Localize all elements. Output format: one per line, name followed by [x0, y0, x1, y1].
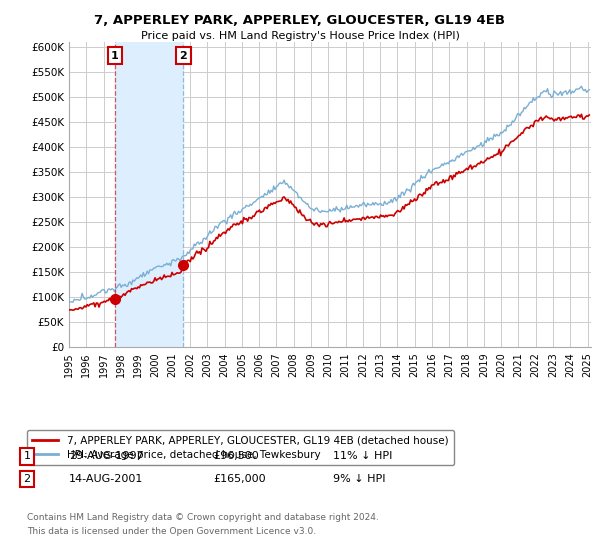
Text: 9% ↓ HPI: 9% ↓ HPI [333, 474, 386, 484]
Text: 14-AUG-2001: 14-AUG-2001 [69, 474, 143, 484]
Text: 1: 1 [23, 451, 31, 461]
Bar [115, 42, 184, 347]
Text: Contains HM Land Registry data © Crown copyright and database right 2024.: Contains HM Land Registry data © Crown c… [27, 514, 379, 522]
Text: 2: 2 [23, 474, 31, 484]
Text: £96,500: £96,500 [213, 451, 259, 461]
Text: 2: 2 [179, 51, 187, 60]
Text: 1: 1 [111, 51, 119, 60]
Text: Price paid vs. HM Land Registry's House Price Index (HPI): Price paid vs. HM Land Registry's House … [140, 31, 460, 41]
Text: 7, APPERLEY PARK, APPERLEY, GLOUCESTER, GL19 4EB: 7, APPERLEY PARK, APPERLEY, GLOUCESTER, … [95, 14, 505, 27]
Legend: 7, APPERLEY PARK, APPERLEY, GLOUCESTER, GL19 4EB (detached house), HPI: Average : 7, APPERLEY PARK, APPERLEY, GLOUCESTER, … [27, 430, 454, 465]
Text: 29-AUG-1997: 29-AUG-1997 [69, 451, 144, 461]
Text: This data is licensed under the Open Government Licence v3.0.: This data is licensed under the Open Gov… [27, 528, 316, 536]
Text: £165,000: £165,000 [213, 474, 266, 484]
Text: 11% ↓ HPI: 11% ↓ HPI [333, 451, 392, 461]
